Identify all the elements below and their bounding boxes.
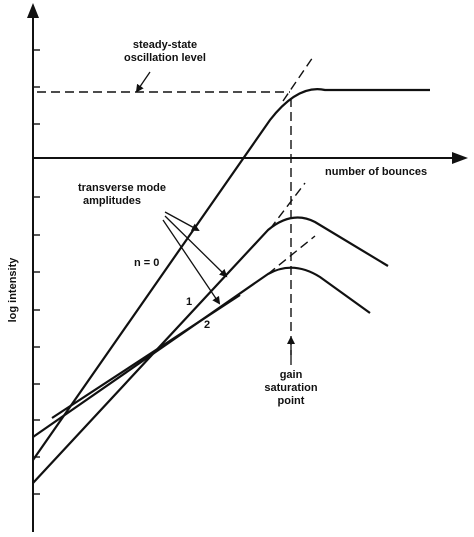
gain-label-line2: saturation (264, 382, 317, 394)
x-axis-arrowhead (452, 152, 468, 164)
transverse-label-line1: transverse mode (78, 182, 166, 194)
x-axis-label: number of bounces (325, 166, 427, 178)
curve-steady-state (32, 88, 430, 461)
gain-label-line3: point (278, 395, 305, 407)
curve-mode-1-extrapolation (267, 235, 316, 275)
mode-label-n0: n = 0 (134, 257, 159, 269)
y-axis-ticks (33, 49, 40, 495)
y-axis-label: log intensity (7, 257, 19, 323)
steady-state-label-line1: steady-state (133, 39, 197, 51)
curve-mode-2 (51, 294, 241, 419)
transverse-label-line2: amplitudes (83, 195, 141, 207)
transverse-pointer-c (162, 219, 221, 305)
curve-steady-state-extrapolation (282, 56, 314, 102)
steady-state-label-line2: oscillation level (124, 52, 206, 64)
curve-mode-n0 (32, 216, 389, 484)
y-axis-arrowhead (27, 3, 39, 18)
transverse-pointer-b (164, 215, 228, 278)
mode-label-1: 1 (186, 296, 192, 308)
mode-label-2: 2 (204, 319, 210, 331)
transverse-pointer-a (164, 211, 200, 231)
gain-label-line1: gain (280, 369, 303, 381)
curve-mode-n0-extrapolation (269, 182, 306, 230)
curve-mode-1 (32, 266, 371, 438)
steady-state-pointer (135, 71, 151, 93)
